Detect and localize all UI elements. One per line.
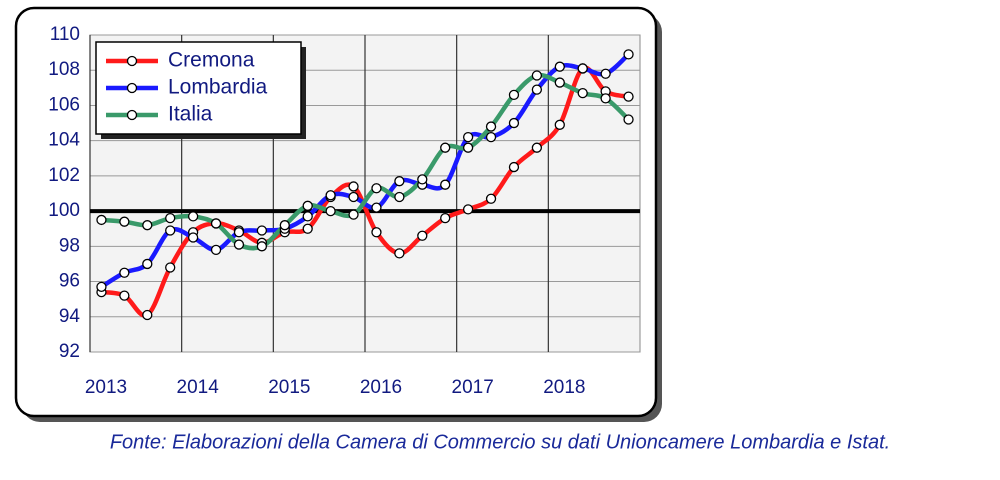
data-point bbox=[348, 209, 359, 220]
data-point bbox=[256, 225, 268, 236]
x-tick-label: 2016 bbox=[360, 377, 402, 398]
legend-marker bbox=[126, 55, 138, 67]
data-point bbox=[531, 70, 543, 81]
x-tick-label: 2018 bbox=[543, 377, 585, 398]
data-point bbox=[233, 239, 245, 250]
data-point bbox=[485, 121, 497, 132]
data-point bbox=[348, 191, 359, 203]
data-point bbox=[394, 191, 405, 203]
data-point bbox=[623, 91, 634, 102]
y-tick-label: 98 bbox=[59, 235, 80, 256]
data-point bbox=[462, 131, 474, 143]
data-point bbox=[279, 220, 290, 231]
x-tick-label: 2014 bbox=[177, 377, 220, 398]
x-tick-label: 2015 bbox=[268, 377, 310, 398]
data-point bbox=[577, 87, 588, 99]
data-point bbox=[485, 131, 497, 143]
source-note: Fonte: Elaborazioni della Camera di Comm… bbox=[110, 431, 890, 453]
legend-label: Lombardia bbox=[168, 76, 268, 99]
data-point bbox=[577, 63, 588, 74]
data-point bbox=[508, 117, 520, 129]
data-point bbox=[96, 214, 107, 226]
y-tick-label: 102 bbox=[48, 165, 80, 186]
y-tick-label: 92 bbox=[59, 341, 80, 362]
data-point bbox=[187, 232, 199, 243]
data-point bbox=[508, 89, 520, 101]
data-point bbox=[554, 61, 565, 72]
data-point bbox=[142, 309, 153, 321]
data-point bbox=[417, 230, 428, 241]
data-point bbox=[165, 262, 176, 273]
data-point bbox=[96, 281, 107, 292]
legend-label: Italia bbox=[168, 103, 213, 126]
y-tick-label: 110 bbox=[50, 24, 80, 45]
data-point bbox=[302, 200, 313, 211]
data-point bbox=[256, 241, 268, 252]
data-point bbox=[233, 227, 245, 238]
data-point bbox=[462, 204, 474, 215]
data-point bbox=[462, 142, 474, 153]
data-point bbox=[302, 223, 313, 234]
data-point bbox=[371, 202, 382, 213]
legend-marker bbox=[126, 82, 138, 94]
data-point bbox=[417, 174, 428, 185]
data-point bbox=[508, 161, 520, 173]
data-point bbox=[119, 267, 130, 278]
data-point bbox=[210, 244, 222, 256]
data-point bbox=[210, 218, 222, 229]
legend-label: Cremona bbox=[168, 49, 255, 72]
data-point bbox=[325, 205, 336, 217]
data-point bbox=[142, 220, 153, 231]
legend-marker bbox=[126, 109, 138, 121]
data-point bbox=[142, 258, 153, 270]
data-point bbox=[440, 142, 451, 153]
data-point bbox=[623, 114, 634, 125]
data-point bbox=[325, 190, 336, 201]
data-point bbox=[165, 213, 176, 224]
y-tick-label: 106 bbox=[48, 94, 80, 115]
data-point bbox=[348, 181, 359, 192]
data-point bbox=[531, 84, 543, 95]
data-point bbox=[165, 225, 176, 236]
data-point bbox=[394, 176, 405, 187]
data-point bbox=[440, 213, 451, 224]
data-point bbox=[554, 77, 565, 88]
data-point bbox=[623, 49, 634, 60]
data-point bbox=[440, 179, 451, 190]
data-point bbox=[371, 183, 382, 194]
data-point bbox=[485, 193, 497, 204]
x-tick-label: 2017 bbox=[452, 377, 494, 398]
y-tick-label: 108 bbox=[48, 59, 80, 80]
data-point bbox=[554, 119, 565, 130]
data-point bbox=[531, 142, 543, 153]
x-tick-label: 2013 bbox=[85, 377, 127, 398]
data-point bbox=[302, 211, 313, 222]
y-tick-label: 104 bbox=[48, 130, 80, 151]
data-point bbox=[371, 227, 382, 238]
data-point bbox=[600, 93, 611, 104]
y-tick-label: 96 bbox=[59, 271, 80, 292]
data-point bbox=[119, 216, 130, 227]
y-tick-label: 94 bbox=[59, 306, 81, 327]
data-point bbox=[600, 68, 611, 79]
data-point bbox=[187, 211, 199, 222]
y-tick-label: 100 bbox=[48, 200, 80, 221]
data-point bbox=[394, 248, 405, 259]
data-point bbox=[119, 290, 130, 301]
